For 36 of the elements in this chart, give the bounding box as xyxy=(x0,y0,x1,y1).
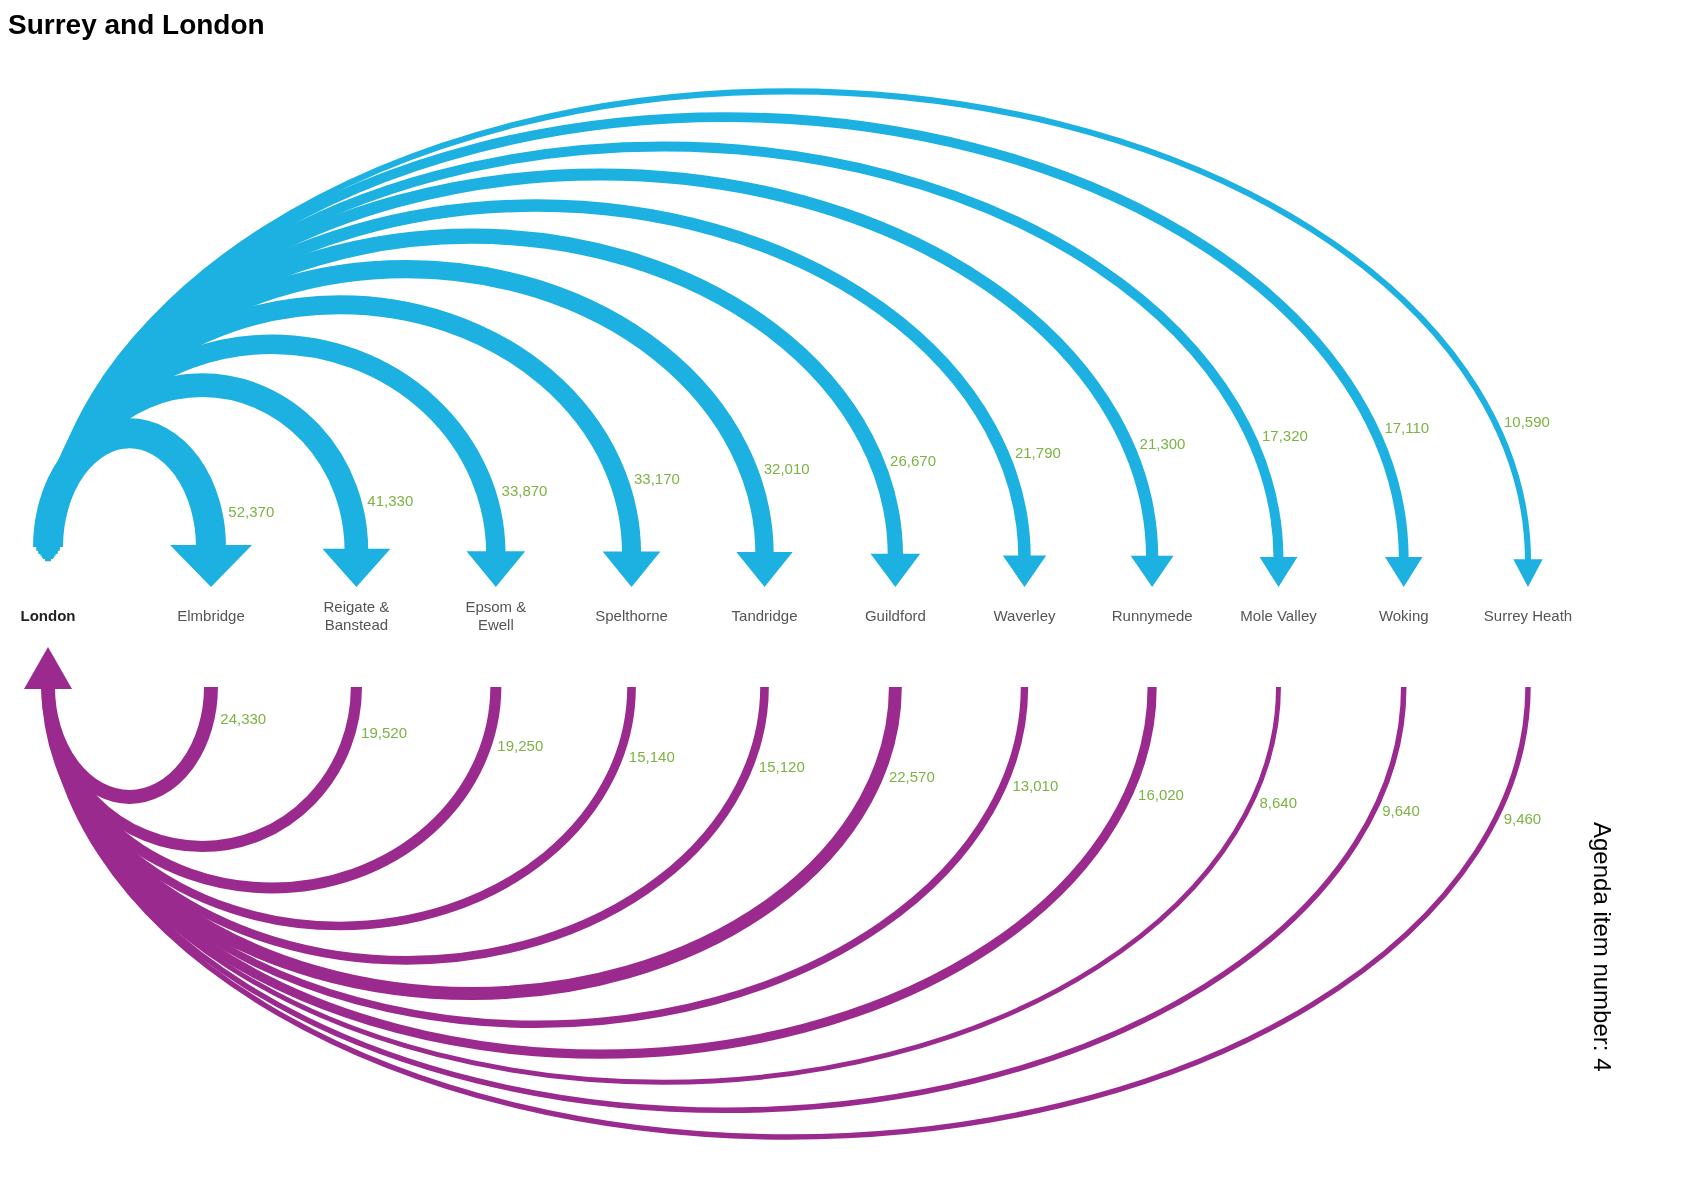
category-label: Guildford xyxy=(864,607,926,625)
category-label: Spelthorne xyxy=(595,607,668,625)
category-label: Surrey Heath xyxy=(1483,607,1573,625)
data-label: 9,460 xyxy=(1503,810,1542,828)
text: Agenda item number: 4 xyxy=(1588,822,1616,1072)
category-label: Woking xyxy=(1378,607,1429,625)
data-label: 52,370 xyxy=(228,503,275,521)
category-label: Epsom & Ewell xyxy=(465,598,527,634)
data-label: 32,010 xyxy=(763,459,810,477)
data-label: 19,250 xyxy=(497,736,544,754)
data-label: 24,330 xyxy=(220,709,267,727)
category-label: Runnymede xyxy=(1111,607,1193,625)
data-label: 15,120 xyxy=(758,758,805,776)
data-label: 33,170 xyxy=(634,470,680,488)
data-label: 41,330 xyxy=(367,491,414,509)
data-label: 21,300 xyxy=(1139,434,1186,452)
data-label: 10,590 xyxy=(1503,412,1550,430)
data-label: 22,570 xyxy=(888,767,935,785)
data-label: 26,670 xyxy=(890,451,936,469)
data-label: 21,790 xyxy=(1014,443,1061,461)
text: Surrey and London xyxy=(8,8,266,42)
data-label: 8,640 xyxy=(1259,794,1298,812)
category-label: Elmbridge xyxy=(177,607,245,625)
category-label: Waverley xyxy=(993,607,1056,625)
data-label: 17,110 xyxy=(1384,418,1430,436)
category-label: Reigate & Banstead xyxy=(323,598,390,634)
data-label: 16,020 xyxy=(1138,785,1184,803)
data-label: 19,520 xyxy=(361,724,407,742)
category-label: Mole Valley xyxy=(1240,607,1318,625)
data-label: 15,140 xyxy=(628,747,675,765)
category-label: Tandridge xyxy=(731,607,798,625)
data-label: 13,010 xyxy=(1012,776,1059,794)
data-label: 17,320 xyxy=(1261,427,1308,445)
data-label: 9,640 xyxy=(1382,802,1420,820)
data-label: 33,870 xyxy=(501,481,548,499)
category-label: London xyxy=(20,607,76,625)
